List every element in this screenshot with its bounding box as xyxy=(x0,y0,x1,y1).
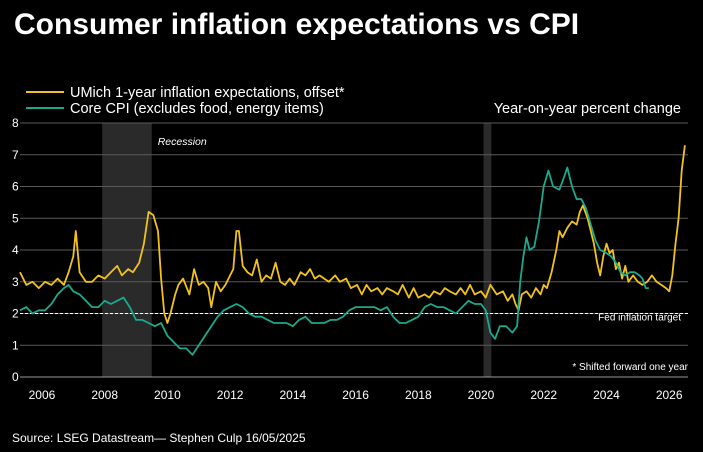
y-tick-6: 6 xyxy=(12,180,19,194)
x-tick-labels: 2006 2008 2010 2012 2014 2016 2018 2020 2022 2024… xyxy=(29,388,683,402)
y-tick-0: 0 xyxy=(12,370,19,384)
x-tick-2016: 2016 xyxy=(342,388,369,402)
series-layer xyxy=(19,145,686,356)
source-note: Source: LSEG Datastream— Stephen Culp 16… xyxy=(12,431,306,445)
footnote: * Shifted forward one year xyxy=(572,362,688,373)
series-line-0 xyxy=(19,145,686,324)
y-tick-1: 1 xyxy=(12,338,19,352)
x-tick-2018: 2018 xyxy=(405,388,432,402)
x-tick-2006: 2006 xyxy=(29,388,56,402)
x-tick-2026: 2026 xyxy=(656,388,683,402)
legend-label-core-cpi: Core CPI (excludes food, energy items) xyxy=(70,101,324,117)
y-tick-3: 3 xyxy=(12,275,19,289)
y-tick-5: 5 xyxy=(12,211,19,225)
x-tick-2010: 2010 xyxy=(154,388,181,402)
fed-target-layer: Fed inflation target xyxy=(20,313,688,324)
legend: UMich 1-year inflation expectations, off… xyxy=(26,85,345,117)
x-tick-2014: 2014 xyxy=(279,388,306,402)
y-tick-7: 7 xyxy=(12,148,19,162)
y-tick-8: 8 xyxy=(12,116,19,130)
y-tick-labels: 0 1 2 3 4 5 6 7 8 xyxy=(12,116,19,384)
y-tick-2: 2 xyxy=(12,307,19,321)
legend-label-umich: UMich 1-year inflation expectations, off… xyxy=(70,85,345,101)
x-tick-2020: 2020 xyxy=(468,388,495,402)
chart-subtitle: Year-on-year percent change xyxy=(494,101,681,117)
chart-title: Consumer inflation expectations vs CPI xyxy=(14,8,579,41)
x-tick-2012: 2012 xyxy=(217,388,244,402)
x-tick-2022: 2022 xyxy=(530,388,557,402)
series-line-1 xyxy=(19,166,649,356)
recession-label: Recession xyxy=(158,136,207,148)
fed-target-label: Fed inflation target xyxy=(598,313,681,324)
x-tick-2008: 2008 xyxy=(91,388,118,402)
x-tick-2024: 2024 xyxy=(593,388,620,402)
y-tick-4: 4 xyxy=(12,243,19,257)
